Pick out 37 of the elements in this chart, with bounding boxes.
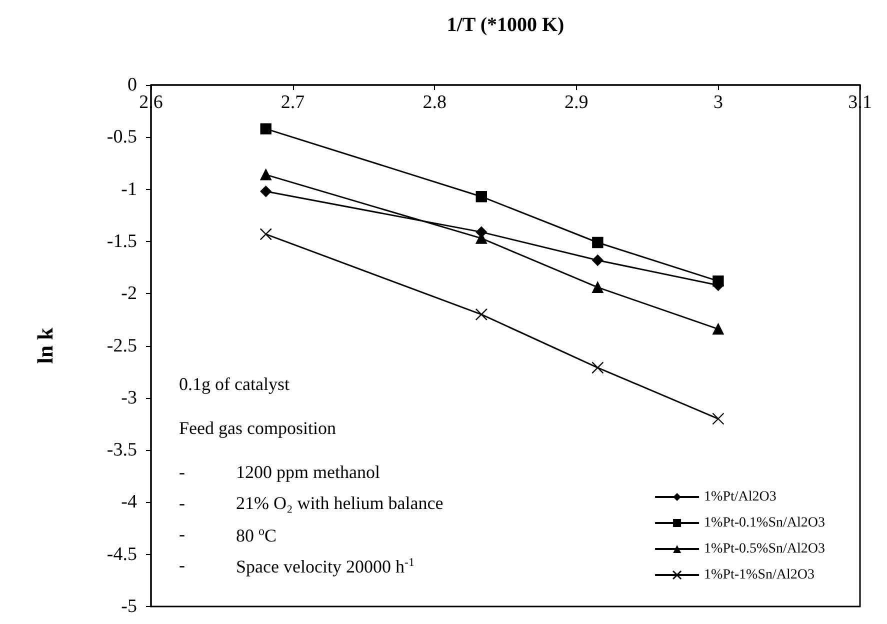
point [260,228,272,240]
x-axis-title: 1/T (*1000 K) [446,14,564,36]
y-tick-label: -1.5 [106,230,137,252]
point [592,254,604,266]
y-tick-label: -3 [121,387,137,408]
legend-label: 1%Pt-0.5%Sn/Al2O3 [704,542,826,556]
point [592,282,604,293]
y-tick-label: -0.5 [106,126,137,148]
point [260,123,272,134]
y-tick-label: 0 [128,74,137,96]
x-tick-label: 3 [713,92,723,113]
text: - 1200 ppm methanol [179,462,380,482]
text: - 21% O₂ with helium balance [179,493,444,513]
y-axis-title: ln k [32,326,58,364]
annotation: 0.1g of catalyst [179,374,290,394]
y-tick-label: -4 [121,492,138,513]
point [260,169,272,180]
y-tick-label: -3.5 [106,440,137,461]
point [592,236,604,248]
annotation: Feed gas composition [179,418,336,438]
point [712,323,724,335]
legend-label: 1%Pt/Al2O3 [704,490,776,504]
point [476,191,487,202]
point [712,412,724,425]
x-tick-label: 2.8 [422,92,446,113]
y-tick-label: -5 [121,596,137,617]
legend-label: 1%Pt-1%Sn/Al2O3 [704,568,815,582]
y-tick-label: -2.5 [106,335,137,356]
x-tick-label: 2.7 [280,92,305,113]
point [260,186,272,197]
point [592,362,604,374]
y-tick-label: -4.5 [106,544,137,565]
x-tick-label: 2.9 [564,92,588,113]
point [475,308,488,321]
legend-label: 1%Pt-0.1%Sn/Al2O3 [704,516,826,530]
y-tick-label: -1 [121,178,137,200]
y-tick-label: -2 [121,283,137,304]
